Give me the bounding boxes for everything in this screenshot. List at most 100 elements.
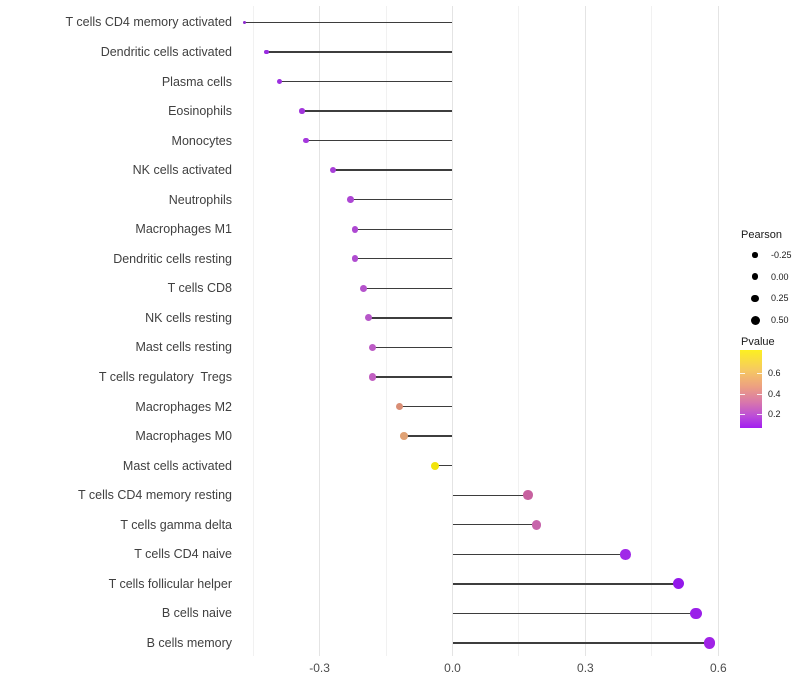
y-axis-label: T cells CD4 memory activated (65, 15, 233, 30)
y-axis-label: Eosinophils (168, 104, 232, 119)
y-axis-label: Neutrophils (168, 192, 232, 207)
pvalue-bar-tick (757, 373, 762, 374)
lollipop-dot (369, 373, 377, 381)
lollipop-dot (329, 167, 337, 174)
lollipop-stem (279, 80, 453, 83)
x-axis-tick-label: 0.3 (577, 661, 594, 675)
y-axis-label: Macrophages M2 (135, 399, 232, 414)
lollipop-dot (351, 225, 359, 233)
lollipop-dot (619, 548, 631, 560)
lollipop-stem (452, 612, 697, 615)
gridline-major (717, 6, 719, 656)
size-legend-label: 0.50 (771, 315, 789, 326)
gridline-major (452, 6, 453, 656)
y-axis-label: B cells memory (146, 635, 232, 650)
x-axis-tick-label: -0.3 (309, 661, 330, 675)
pvalue-bar-tick (740, 393, 745, 395)
gridline-minor (252, 6, 254, 656)
gridline-minor (651, 6, 653, 656)
gridline-minor (385, 6, 387, 656)
lollipop-dot (360, 284, 368, 292)
lollipop-dot (242, 20, 246, 25)
y-axis-label: Dendritic cells activated (100, 44, 232, 59)
y-axis-label: T cells CD4 naive (134, 547, 232, 562)
y-axis-label: Mast cells resting (135, 340, 232, 355)
size-legend-label: 0.00 (771, 271, 789, 282)
size-legend-item: 0.00 (745, 266, 795, 288)
lollipop-dot (672, 578, 685, 590)
size-legend-dot (750, 315, 760, 325)
size-legend-item: 0.25 (745, 287, 795, 309)
gridline-minor (518, 6, 520, 656)
pvalue-bar-tick (740, 414, 745, 415)
pvalue-bar-tick (757, 393, 762, 395)
y-axis-label: NK cells activated (132, 163, 232, 178)
lollipop-dot (347, 196, 354, 204)
lollipop-stem (372, 346, 453, 349)
lollipop-stem (306, 139, 453, 142)
lollipop-stem (355, 228, 453, 230)
lollipop-stem (399, 405, 453, 408)
y-axis-label: NK cells resting (145, 310, 232, 325)
size-legend-dot (751, 294, 759, 303)
lollipop-dot (369, 343, 377, 351)
lollipop-dot (430, 461, 439, 470)
lollipop-dot (299, 108, 305, 114)
lollipop-stem (452, 583, 679, 585)
y-axis-label: Mast cells activated (122, 458, 232, 473)
lollipop-stem (372, 376, 453, 378)
lollipop-stem (452, 642, 710, 644)
lollipop-dot (277, 79, 283, 84)
lollipop-stem (332, 169, 453, 171)
x-axis-tick-label: 0.0 (444, 661, 461, 675)
y-axis-label: Macrophages M1 (135, 222, 232, 237)
y-axis-label: T cells gamma delta (120, 517, 232, 532)
pvalue-bar-tick (757, 414, 762, 415)
y-axis-label: T cells CD4 memory resting (78, 488, 232, 503)
lollipop-stem (301, 110, 453, 112)
y-axis-label: T cells follicular helper (108, 576, 232, 591)
gridline-major (319, 6, 321, 656)
lollipop-dot (395, 402, 404, 411)
lollipop-dot (264, 49, 269, 55)
pvalue-bar-tick (740, 373, 745, 374)
lollipop-stem (363, 287, 453, 290)
lollipop-stem (266, 51, 453, 53)
lollipop-stem (244, 21, 453, 24)
size-legend-title: Pearson (741, 229, 782, 241)
lollipop-stem (355, 258, 453, 260)
size-legend-item: 0.50 (745, 309, 795, 331)
size-legend-label: 0.25 (771, 293, 789, 304)
lollipop-dot (531, 519, 542, 530)
y-axis-label: T cells regulatory Tregs (98, 370, 232, 384)
size-legend-dot (752, 252, 758, 258)
size-legend-label: -0.25 (771, 250, 792, 260)
y-axis-label: Plasma cells (161, 74, 232, 89)
pvalue-legend-label: 0.2 (768, 409, 781, 419)
y-axis-label: Monocytes (171, 133, 232, 148)
lollipop-stem (368, 317, 453, 319)
y-axis-label: B cells naive (161, 606, 232, 621)
pvalue-gradient-bar (740, 350, 762, 428)
y-axis-label: Macrophages M0 (135, 429, 232, 444)
lollipop-stem (434, 464, 453, 467)
pvalue-legend-label: 0.6 (768, 368, 781, 378)
color-legend-title: Pvalue (741, 336, 775, 348)
lollipop-dot (303, 137, 310, 144)
gridline-major (584, 6, 586, 656)
y-axis-label: T cells CD8 (167, 281, 232, 296)
size-legend-dot (751, 273, 759, 281)
lollipop-dot (703, 637, 716, 649)
size-legend-item: -0.25 (745, 244, 795, 266)
x-axis-tick-label: 0.6 (709, 661, 727, 675)
pvalue-legend-label: 0.4 (768, 388, 781, 399)
lollipop-stem (403, 435, 453, 437)
lollipop-stem (350, 199, 453, 201)
lollipop-dot (690, 607, 702, 620)
lollipop-dot (351, 255, 359, 263)
lollipop-dot (364, 314, 372, 322)
lollipop-dot (399, 432, 408, 440)
lollipop-stem (452, 553, 626, 555)
lollipop-stem (452, 524, 537, 526)
